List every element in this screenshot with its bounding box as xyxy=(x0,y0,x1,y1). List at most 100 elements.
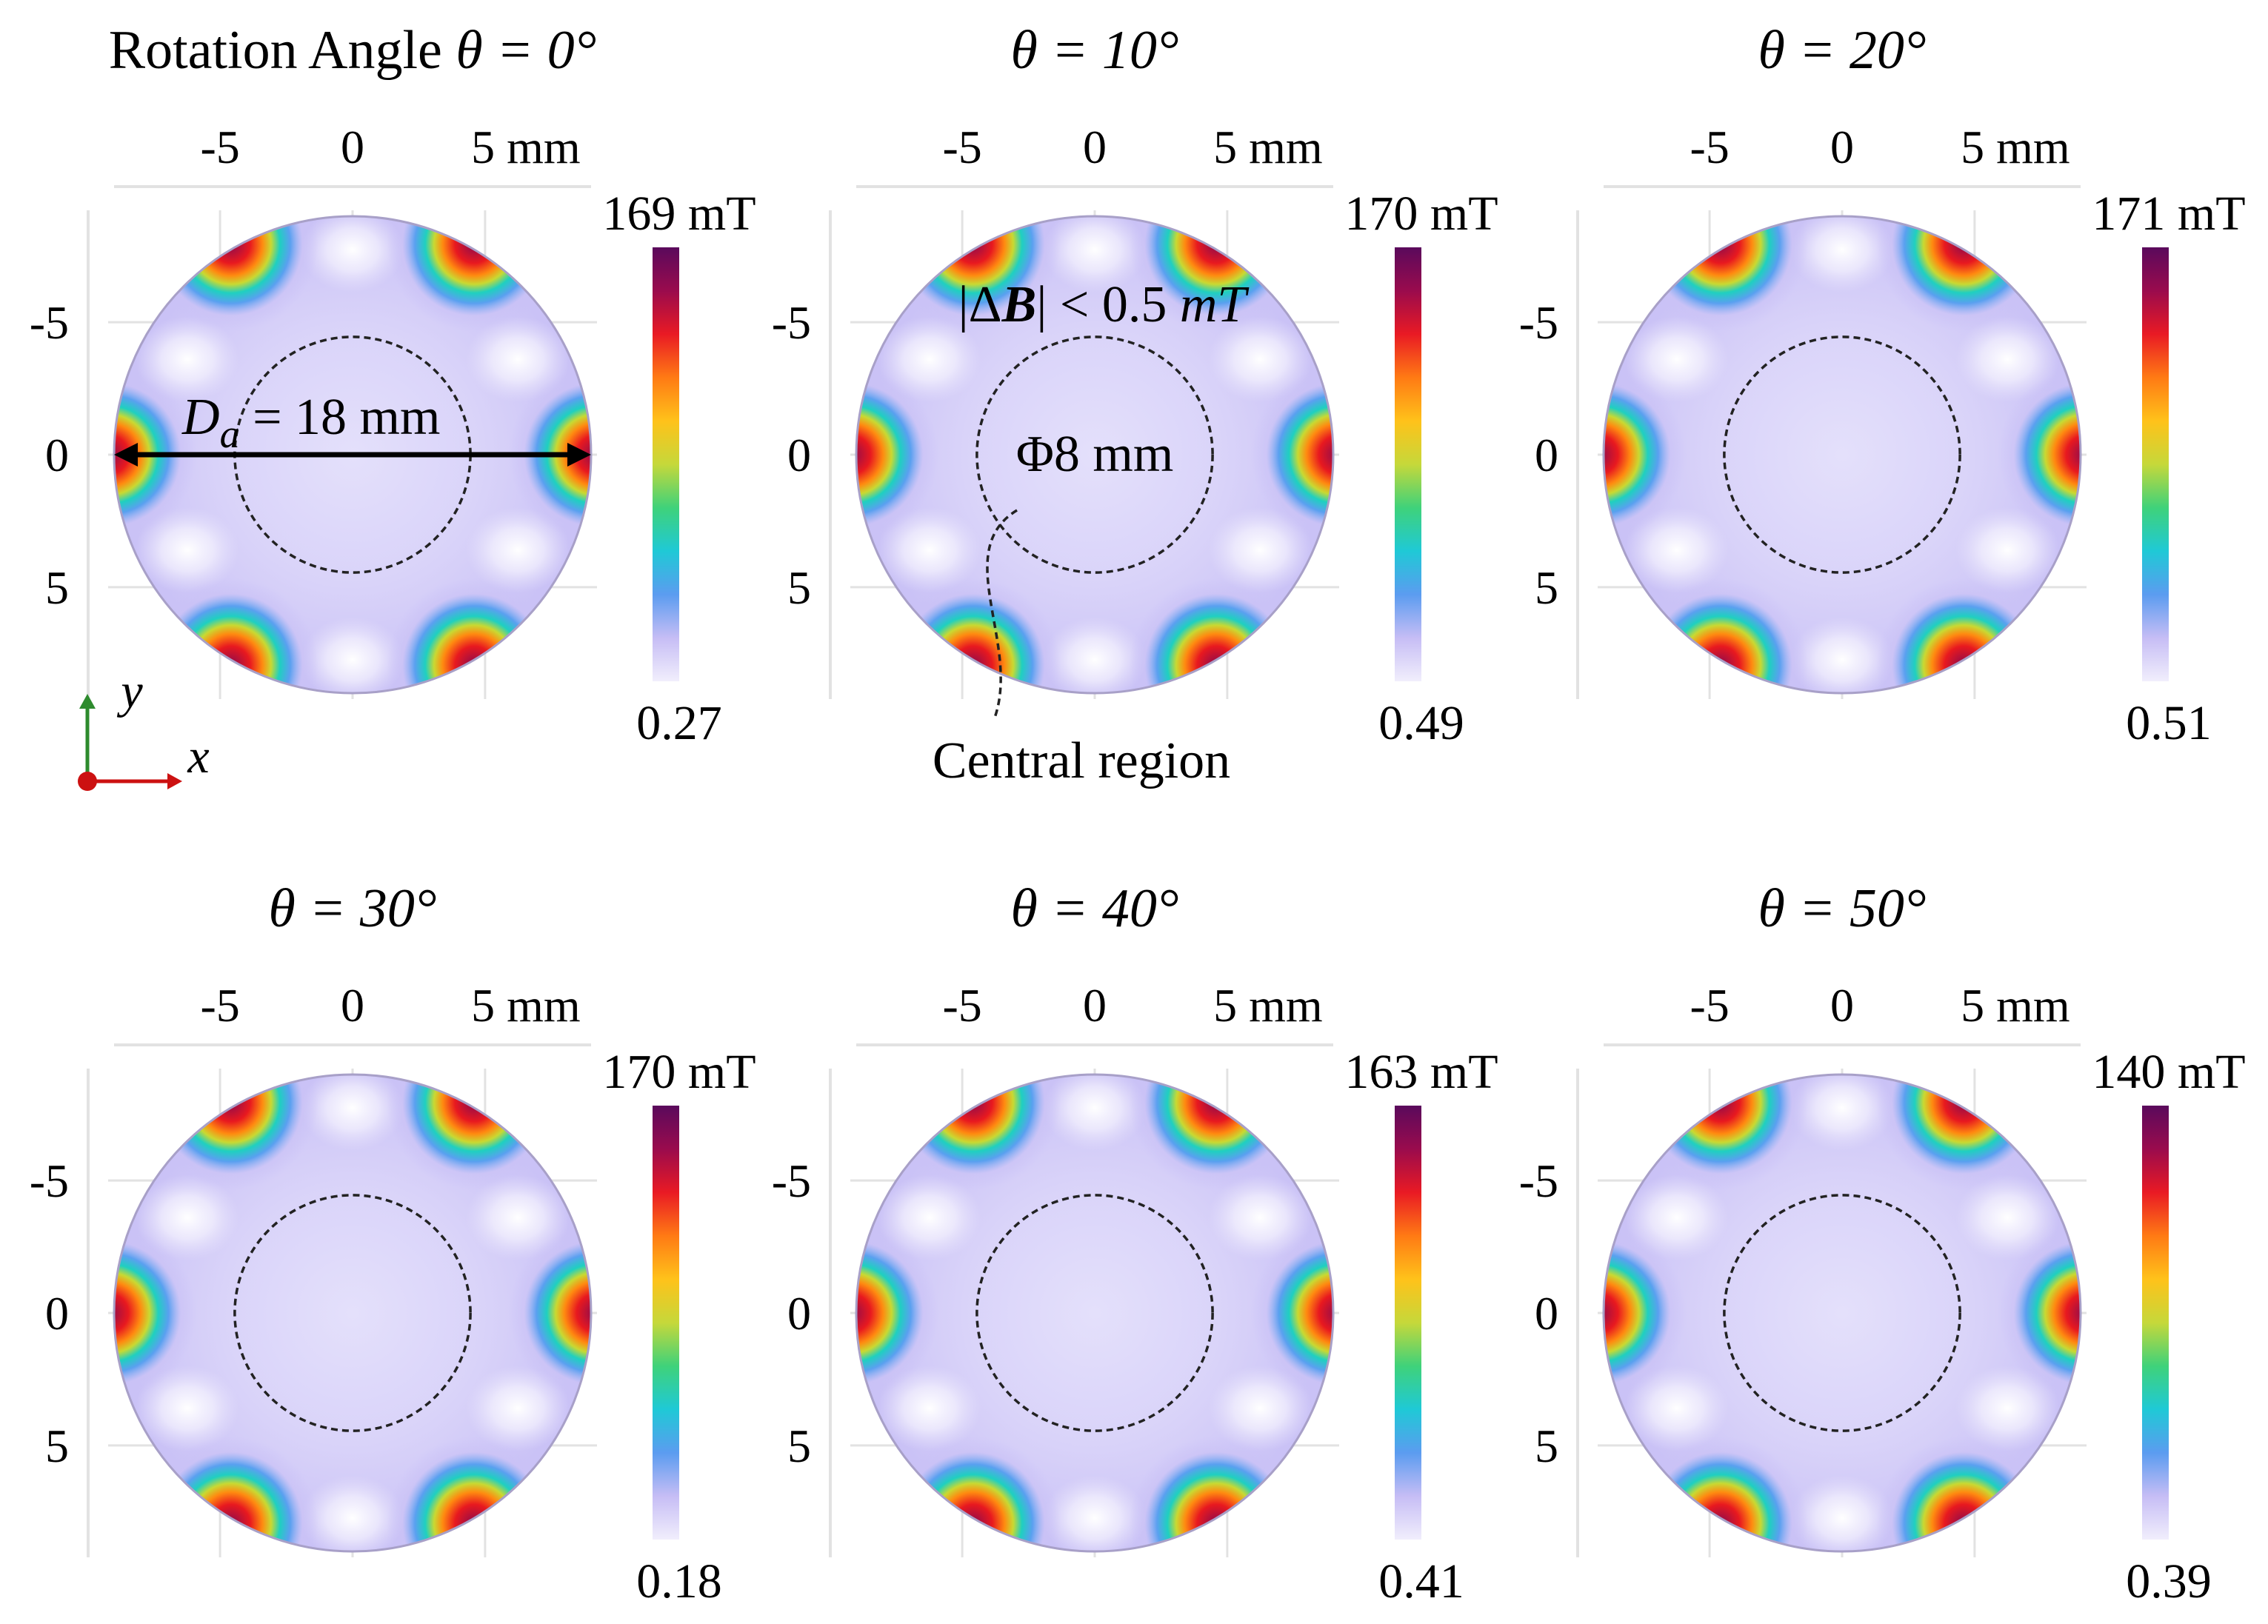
y-tick-label: -5 xyxy=(772,1154,811,1207)
y-tick-label: 0 xyxy=(1535,429,1558,481)
low-field-lobe xyxy=(1790,216,1894,293)
y-tick-label: -5 xyxy=(772,296,811,349)
colorbar-min-label: 0.51 xyxy=(2126,696,2212,750)
colorbar-max-label: 140 mT xyxy=(2092,1045,2245,1099)
y-tick-label: 0 xyxy=(45,1287,69,1340)
low-field-lobe xyxy=(1208,1365,1313,1451)
low-field-lobe xyxy=(1624,1174,1729,1261)
theta-label: θ = 50° xyxy=(1758,878,1927,939)
panel-title: θ = 40° xyxy=(1011,878,1179,939)
low-field-lobe xyxy=(301,616,404,693)
x-tick-label: -5 xyxy=(942,121,981,173)
low-field-lobe xyxy=(301,1075,404,1152)
colorbar-min-label: 0.49 xyxy=(1378,696,1464,750)
y-tick-label: 5 xyxy=(1535,1420,1558,1472)
low-field-lobe xyxy=(135,1174,239,1261)
panel-20: θ = 20° -5 0 5 mm -5 0 5 171 mT 0.51 xyxy=(1519,20,2246,750)
disc-fill xyxy=(114,1075,591,1551)
high-field-spot xyxy=(1129,1436,1304,1551)
low-field-lobe xyxy=(1955,1365,2060,1451)
uniformity-label: |ΔB| < 0.5 mT xyxy=(958,276,1250,333)
low-field-lobe xyxy=(466,1365,570,1451)
high-field-spot xyxy=(143,1436,318,1551)
y-tick-label: -5 xyxy=(1519,1154,1558,1207)
high-field-spot xyxy=(1250,367,1333,542)
diameter-value: = 18 mm xyxy=(240,389,441,446)
low-field-lobe xyxy=(1624,316,1729,403)
panel-10: θ = 10° -5 0 5 mm -5 0 5 170 mT 0.49 xyxy=(772,20,1498,750)
x-tick-label: 0 xyxy=(1083,979,1107,1032)
colorbar-min-label: 0.27 xyxy=(636,696,722,750)
high-field-spot xyxy=(387,1436,562,1551)
low-field-lobe xyxy=(877,1174,981,1261)
high-field-spot xyxy=(1604,1226,1687,1400)
high-field-spot xyxy=(508,1226,591,1400)
y-tick-label: 0 xyxy=(787,429,811,481)
colorbar xyxy=(1395,247,1421,681)
colorbar-max-label: 169 mT xyxy=(602,187,756,241)
colorbar-max-label: 170 mT xyxy=(1344,187,1498,241)
high-field-spot xyxy=(1632,1075,1808,1190)
low-field-lobe xyxy=(1624,1365,1729,1451)
low-field-lobe xyxy=(301,1474,404,1551)
delta-b-close: | < 0.5 xyxy=(1036,276,1180,333)
high-field-spot xyxy=(1250,1226,1333,1400)
colorbar xyxy=(653,247,679,681)
x-tick-label: 5 mm xyxy=(1213,979,1323,1032)
delta-b-open: |Δ xyxy=(958,276,1002,333)
y-tick-label: 5 xyxy=(45,1420,69,1472)
central-region-circle xyxy=(975,335,1214,574)
central-region-label: Central region xyxy=(933,732,1230,789)
y-tick-label: 0 xyxy=(45,429,69,481)
field-map xyxy=(1604,1075,2081,1551)
high-field-spot xyxy=(885,578,1061,693)
central-region-circle xyxy=(233,1194,472,1432)
y-tick-label: -5 xyxy=(30,296,69,349)
colorbar-max-label: 171 mT xyxy=(2092,187,2245,241)
high-field-spot xyxy=(1129,1075,1304,1190)
x-tick-label: -5 xyxy=(200,979,239,1032)
disc-fill xyxy=(1604,1075,2081,1551)
y-tick-label: 5 xyxy=(787,1420,811,1472)
low-field-lobe xyxy=(135,507,239,593)
x-tick-label: 0 xyxy=(341,121,364,173)
high-field-spot xyxy=(1998,367,2081,542)
colorbar xyxy=(2142,1106,2169,1540)
high-field-spot xyxy=(114,367,197,542)
colorbar-max-label: 170 mT xyxy=(602,1045,756,1099)
x-tick-label: -5 xyxy=(942,979,981,1032)
high-field-spot xyxy=(1876,1436,2052,1551)
high-field-spot xyxy=(1876,216,2052,332)
delta-b-unit: mT xyxy=(1180,276,1250,333)
disc-fill xyxy=(856,1075,1333,1551)
field-map xyxy=(1604,216,2081,693)
high-field-spot xyxy=(1129,578,1304,693)
x-tick-label: -5 xyxy=(1690,979,1729,1032)
panel-title: θ = 50° xyxy=(1758,878,1927,939)
field-map xyxy=(856,1075,1333,1551)
theta-label: θ = 40° xyxy=(1011,878,1179,939)
high-field-spot xyxy=(856,1226,939,1400)
low-field-lobe xyxy=(1043,1075,1147,1152)
diameter-subscript: a xyxy=(220,412,240,456)
low-field-lobe xyxy=(1790,616,1894,693)
colorbar-min-label: 0.41 xyxy=(1378,1554,1464,1608)
high-field-spot xyxy=(387,216,562,332)
y-axis-label: y xyxy=(116,664,143,718)
panel-0: Rotation Angle θ = 0° -5 0 5 mm -5 0 5 169 mT 0.… xyxy=(30,20,756,750)
field-map xyxy=(114,1075,591,1551)
low-field-lobe xyxy=(466,507,570,593)
x-tick-label: 5 mm xyxy=(471,979,581,1032)
panel-30: θ = 30° -5 0 5 mm -5 0 5 170 mT 0.18 xyxy=(30,878,756,1608)
panel-40: θ = 40° -5 0 5 mm -5 0 5 163 mT 0.41 xyxy=(772,878,1498,1608)
low-field-lobe xyxy=(1043,216,1147,293)
panel-title: θ = 30° xyxy=(269,878,437,939)
disc-outline xyxy=(113,1073,593,1553)
central-region-circle xyxy=(1723,1194,1961,1432)
field-map xyxy=(114,216,591,693)
y-tick-label: -5 xyxy=(1519,296,1558,349)
low-field-lobe xyxy=(301,216,404,293)
low-field-lobe xyxy=(1208,507,1313,593)
x-axis-arrowhead xyxy=(167,773,182,789)
